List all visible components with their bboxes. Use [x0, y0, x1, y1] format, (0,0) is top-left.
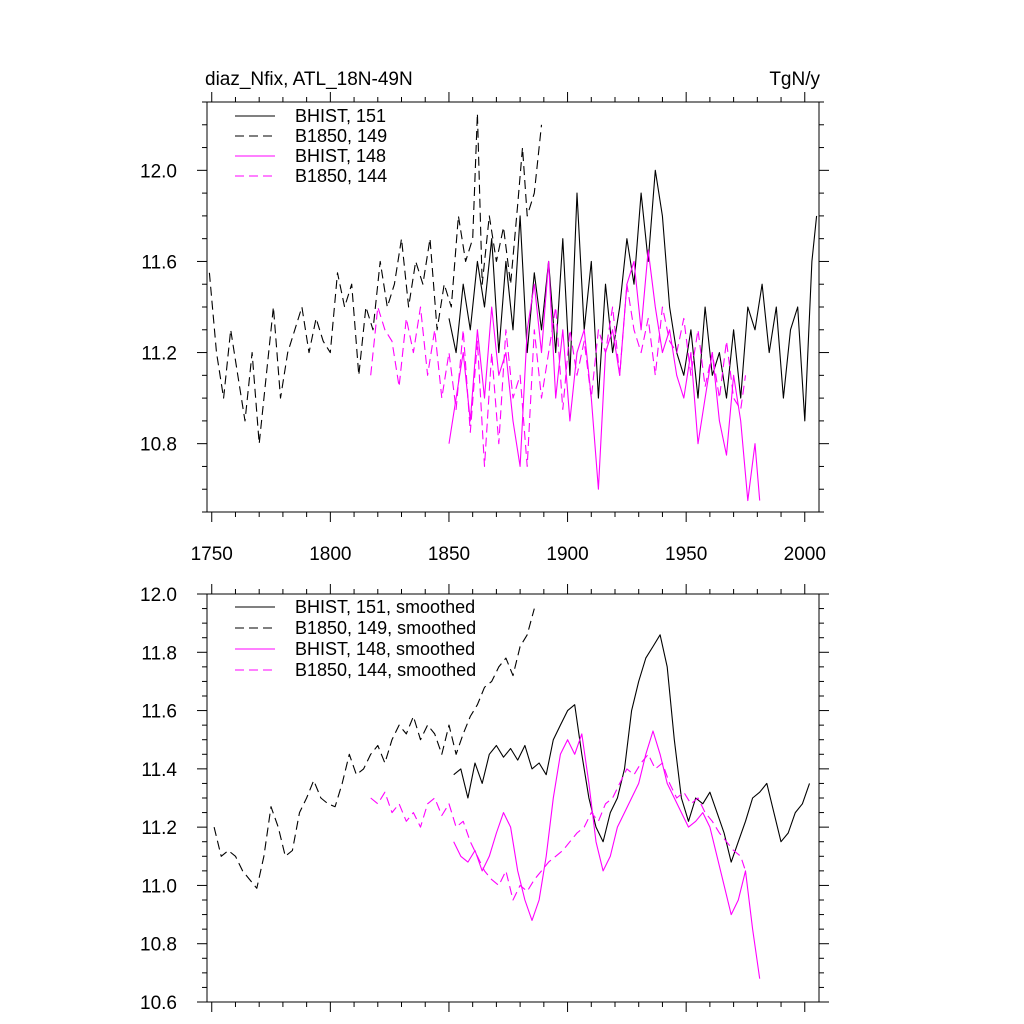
y-tick-label: 11.0 — [141, 876, 177, 897]
y-tick-label: 11.2 — [141, 818, 177, 839]
y-tick-label: 11.6 — [141, 702, 177, 723]
y-tick-label: 12.0 — [140, 585, 177, 606]
units-label: TgN/y — [769, 69, 820, 90]
x-tick-label: 1950 — [665, 544, 707, 565]
legend-label: B1850, 149 — [295, 126, 387, 146]
legend-label: BHIST, 148 — [295, 146, 386, 166]
y-tick-label: 10.8 — [140, 935, 177, 956]
series-line — [370, 753, 747, 901]
y-tick-label: 11.6 — [141, 252, 177, 273]
x-tick-label: 1800 — [309, 544, 351, 565]
series-line — [370, 283, 747, 467]
y-tick-label: 11.8 — [141, 643, 177, 664]
legend-label: BHIST, 151, smoothed — [295, 597, 475, 617]
y-tick-label: 10.6 — [140, 993, 177, 1014]
legend-label: BHIST, 151 — [295, 106, 386, 126]
legend-label: B1850, 144, smoothed — [295, 660, 476, 680]
x-tick-label: 2000 — [784, 544, 826, 565]
legend-label: BHIST, 148, smoothed — [295, 639, 475, 659]
legend-label: B1850, 144 — [295, 166, 387, 186]
x-tick-label: 1900 — [546, 544, 588, 565]
legend-label: B1850, 149, smoothed — [295, 618, 476, 638]
y-tick-label: 11.4 — [141, 760, 177, 781]
y-tick-label: 11.2 — [141, 344, 177, 365]
series-line — [453, 634, 811, 863]
x-tick-label: 1750 — [191, 544, 233, 565]
y-tick-label: 10.8 — [140, 435, 177, 456]
series-line — [448, 169, 818, 422]
series-line — [453, 730, 761, 979]
bottom-panel: 10.6 10.8 11.0 11.2 11.4 11.6 11.8 12.0 BHIST, 1… — [140, 584, 829, 1014]
top-panel: 1750 1800 1850 1900 1950 2000 10.8 11.2 11.6 12.0… — [140, 92, 829, 565]
x-tick-label: 1850 — [428, 544, 470, 565]
series-line — [448, 249, 761, 502]
series-line — [208, 112, 543, 445]
series-line — [213, 608, 535, 889]
y-tick-label: 12.0 — [140, 161, 177, 182]
chart-title: diaz_Nfix, ATL_18N-49N — [205, 69, 413, 90]
